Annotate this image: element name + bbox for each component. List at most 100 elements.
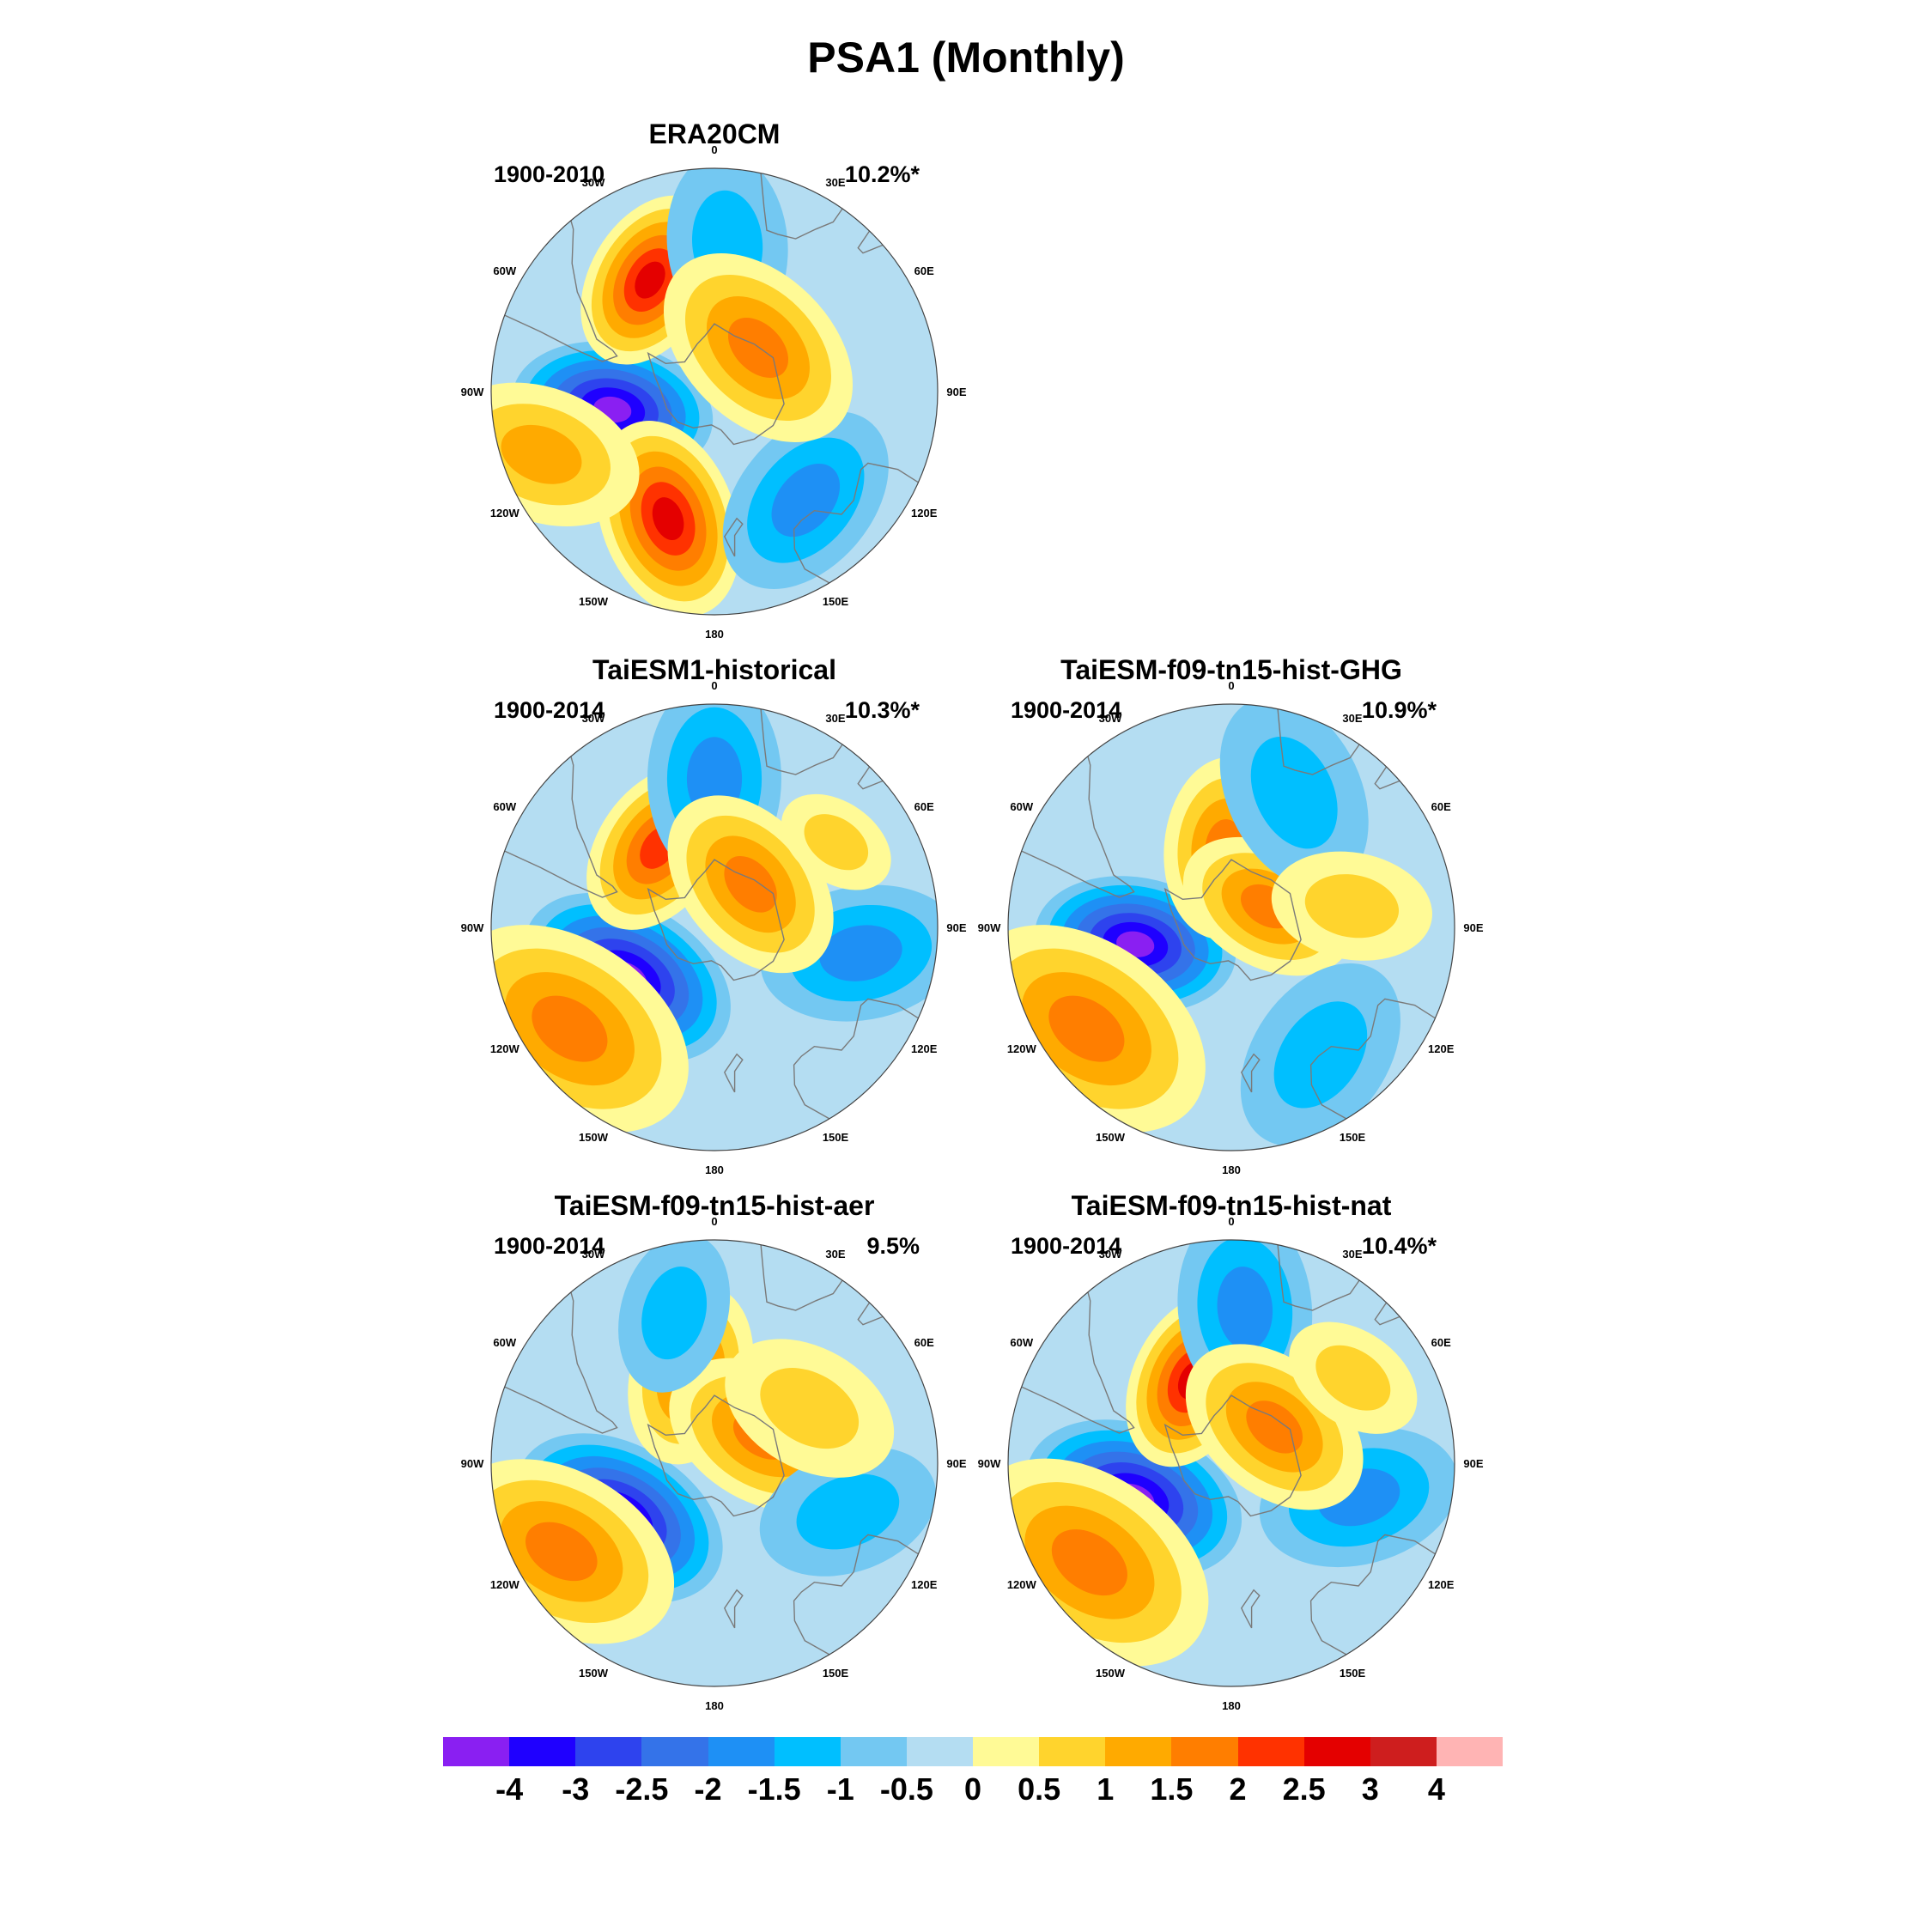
longitude-label: 180 — [1222, 1699, 1241, 1712]
anomaly-field — [1008, 704, 1455, 1151]
longitude-label: 120W — [490, 507, 520, 519]
africa-coastline — [1277, 708, 1360, 775]
panel-explained-variance: 10.9%* — [1361, 697, 1437, 723]
longitude-label: 120W — [1007, 1578, 1037, 1591]
colorbar-tick-label: 2 — [1229, 1771, 1247, 1807]
colorbar-box — [840, 1737, 907, 1766]
south-america-coastline — [504, 220, 618, 362]
longitude-label: 30E — [1342, 1248, 1362, 1261]
africa-coastline — [760, 708, 843, 775]
colorbar-tick-label: -3 — [562, 1771, 590, 1807]
anomaly-contour — [1250, 736, 1338, 849]
colorbar-tick-label: -2.5 — [615, 1771, 669, 1807]
colorbar-tick-label: 4 — [1427, 1771, 1445, 1807]
longitude-label: 60E — [914, 800, 934, 813]
south-america-coastline — [1021, 1291, 1135, 1434]
colorbar-box — [1039, 1737, 1106, 1766]
colorbar-tick-label: 1.5 — [1150, 1771, 1194, 1807]
longitude-label: 90W — [461, 921, 484, 934]
longitude-label: 90W — [461, 386, 484, 398]
map-border — [490, 1239, 939, 1687]
longitude-label: 60W — [493, 264, 516, 277]
antarctica-coastline — [1163, 1394, 1302, 1517]
longitude-label: 90W — [461, 1457, 484, 1470]
anomaly-contour — [727, 317, 789, 379]
longitude-label: 0 — [1228, 1215, 1234, 1228]
colorbar-tick-label: -1 — [826, 1771, 854, 1807]
longitude-label: 90E — [1463, 1457, 1483, 1470]
longitude-label: 60W — [493, 800, 516, 813]
panel-explained-variance: 10.2%* — [844, 161, 920, 187]
longitude-label: 150E — [823, 595, 849, 608]
longitude-label: 120E — [911, 507, 938, 519]
africa-coastline — [1277, 1244, 1360, 1311]
antarctica-coastline — [647, 1394, 785, 1517]
coastlines — [504, 1244, 919, 1656]
longitude-label: 180 — [705, 628, 724, 641]
new-zealand-coastline — [723, 517, 744, 557]
south-america-coastline — [504, 756, 618, 898]
longitude-label: 60W — [1010, 1336, 1033, 1349]
longitude-label: 150E — [1340, 1131, 1366, 1144]
antarctica-coastline — [1163, 859, 1302, 981]
longitude-label: 120W — [490, 1042, 520, 1055]
longitude-label: 30E — [825, 1248, 845, 1261]
longitude-label: 60W — [493, 1336, 516, 1349]
anomaly-contour — [532, 995, 608, 1062]
polar-map-hist-aer: 0 30E 60E 90E 120E 150E 180 150W 120W 90W 60W 30W — [461, 1215, 967, 1712]
colorbar-box — [641, 1737, 708, 1766]
madagascar-coastline — [857, 230, 884, 254]
panel-period: 1900-2014 — [1011, 1233, 1122, 1259]
colorbar-tick-label: 1 — [1097, 1771, 1115, 1807]
anomaly-contour — [501, 424, 582, 484]
colorbar-box — [1436, 1737, 1503, 1766]
colorbar-box — [1171, 1737, 1238, 1766]
coastlines — [1021, 708, 1436, 1120]
longitude-label: 30W — [1099, 712, 1122, 725]
anomaly-contour — [1051, 1529, 1127, 1596]
longitude-label: 150W — [1096, 1131, 1126, 1144]
coastlines — [504, 708, 919, 1120]
longitude-label: 180 — [705, 1163, 724, 1176]
south-america-coastline — [504, 1291, 618, 1434]
longitude-label: 150E — [1340, 1667, 1366, 1680]
colorbar-tick-label: 0 — [963, 1771, 982, 1807]
map-border — [1007, 1239, 1455, 1687]
longitude-label: 60E — [1431, 800, 1451, 813]
anomaly-contour — [1304, 874, 1400, 939]
new-zealand-coastline — [1240, 1053, 1261, 1093]
longitude-label: 90W — [978, 921, 1001, 934]
polar-map-era20cm: 0 30E 60E 90E 120E 150E 180 150W 120W 90W 60W 30W — [461, 143, 967, 641]
madagascar-coastline — [857, 1302, 884, 1326]
polar-map-hist-nat: 0 30E 60E 90E 120E 150E 180 150W 120W 90W 60W 30W — [978, 1215, 1484, 1712]
australia-coastline — [793, 1534, 919, 1656]
longitude-label: 30E — [825, 712, 845, 725]
panel-period: 1900-2010 — [494, 161, 605, 187]
anomaly-contour — [771, 464, 841, 538]
panel-title: TaiESM-f09-tn15-hist-aer — [554, 1190, 875, 1221]
africa-coastline — [760, 173, 843, 240]
anomaly-contour — [1217, 1267, 1273, 1351]
longitude-label: 90W — [978, 1457, 1001, 1470]
polar-map-hist-ghg: 0 30E 60E 90E 120E 150E 180 150W 120W 90W 60W 30W — [978, 679, 1484, 1176]
longitude-label: 60E — [914, 264, 934, 277]
longitude-label: 150E — [823, 1667, 849, 1680]
madagascar-coastline — [857, 766, 884, 790]
colorbar-tick-label: 3 — [1361, 1771, 1379, 1807]
colorbar-box — [1370, 1737, 1437, 1766]
panel-title: ERA20CM — [648, 118, 781, 149]
longitude-label: 30W — [582, 1248, 605, 1261]
madagascar-coastline — [1374, 1302, 1400, 1326]
coastlines — [1021, 1244, 1436, 1656]
panel-title: TaiESM-f09-tn15-hist-GHG — [1060, 654, 1402, 685]
colorbar-box — [708, 1737, 775, 1766]
longitude-label: 90E — [1463, 921, 1483, 934]
longitude-label: 150W — [579, 1131, 609, 1144]
colorbar-box — [509, 1737, 576, 1766]
longitude-label: 120W — [490, 1578, 520, 1591]
panel-period: 1900-2014 — [494, 697, 605, 723]
australia-coastline — [793, 998, 919, 1120]
colorbar-tick-label: 0.5 — [1018, 1771, 1061, 1807]
colorbar-tick-label: -1.5 — [747, 1771, 801, 1807]
australia-coastline — [1309, 998, 1436, 1120]
